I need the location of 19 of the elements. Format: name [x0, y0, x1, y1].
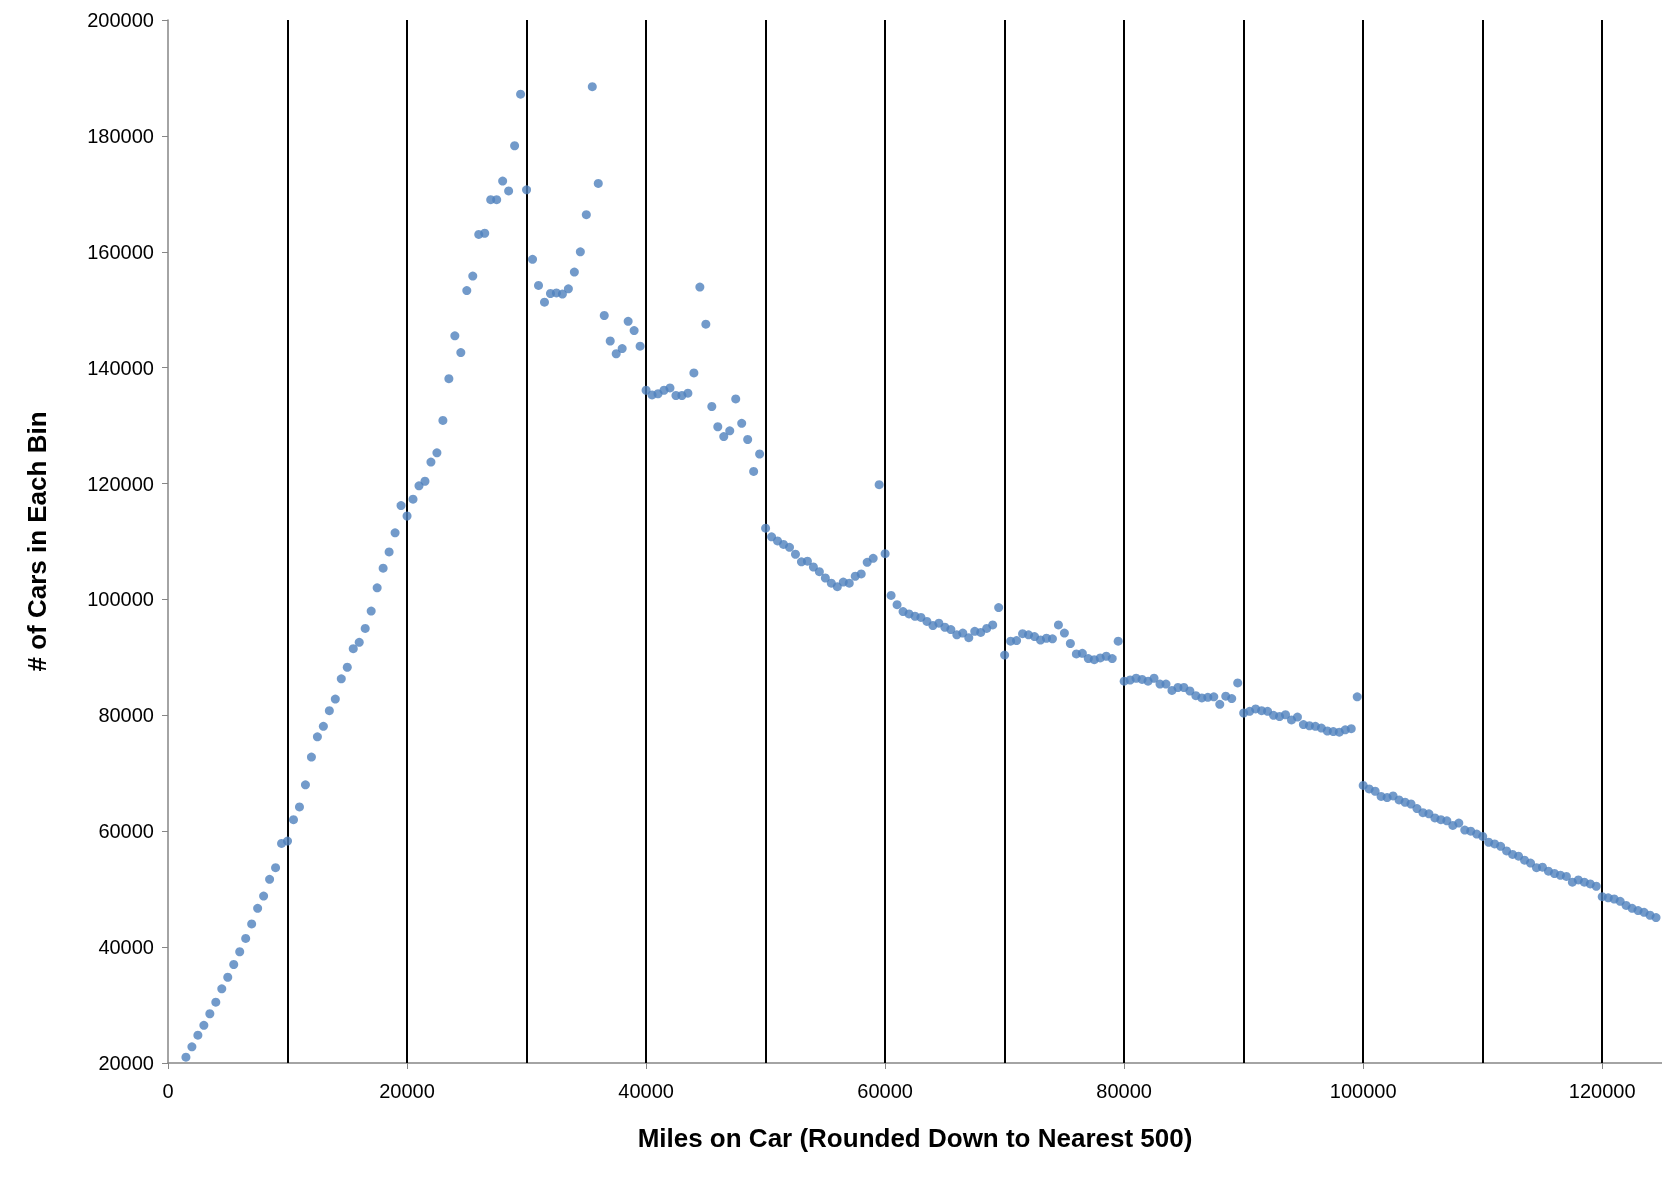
x-axis-title: Miles on Car (Rounded Down to Nearest 500) — [637, 1123, 1193, 1153]
x-tick-label: 60000 — [857, 1080, 913, 1102]
x-tick-label: 120000 — [1568, 1080, 1636, 1102]
x-tick-label: 80000 — [1096, 1080, 1152, 1102]
x-tick-label: 20000 — [379, 1080, 435, 1102]
y-tick-label: 40000 — [98, 936, 154, 959]
x-tick-label: 0 — [162, 1080, 174, 1102]
y-tick-label: 60000 — [98, 820, 154, 843]
y-tick-label: 200000 — [87, 9, 154, 31]
y-tick-label: 160000 — [87, 240, 154, 263]
x-tick-label: 40000 — [618, 1080, 674, 1102]
y-tick-label: 120000 — [87, 472, 154, 495]
y-tick-label: 20000 — [98, 1052, 154, 1074]
y-tick-label: 140000 — [87, 356, 154, 379]
y-axis-title: # of Cars in Each Bin — [22, 411, 52, 672]
x-tick-label: 100000 — [1329, 1080, 1397, 1102]
y-tick-label: 80000 — [98, 704, 154, 727]
y-tick-label: 100000 — [87, 588, 154, 611]
y-tick-label: 180000 — [87, 124, 154, 147]
